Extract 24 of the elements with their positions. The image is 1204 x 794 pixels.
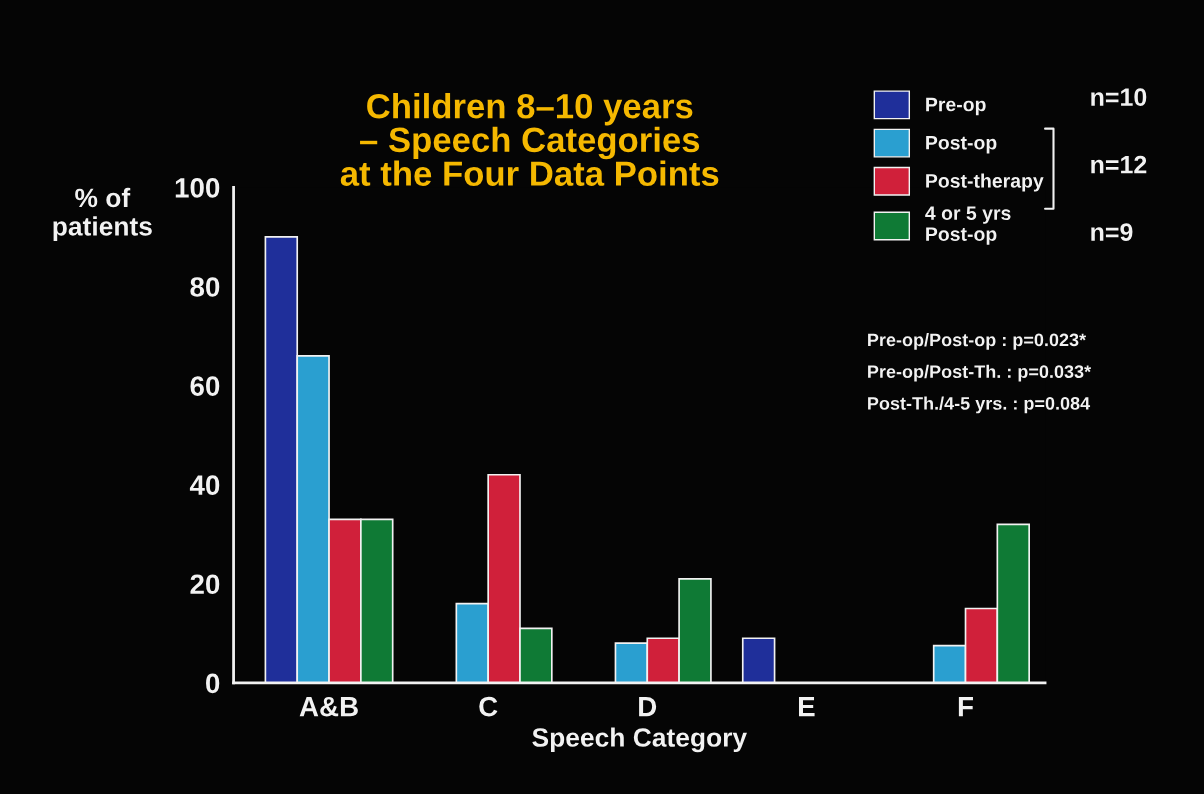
x-tick-label: D [639, 697, 657, 717]
annotation: Pre-op/Post-op : p=0.023* [868, 333, 1087, 350]
legend-label: Post-op [926, 135, 997, 154]
legend-label: Post-therapy [926, 173, 1044, 192]
x-tick-label: C [479, 696, 498, 717]
x-tick-label: A&B [299, 696, 358, 717]
y-axis-title: % of patients [53, 187, 152, 241]
text: n=12 [1091, 155, 1147, 174]
x-tick-label: E [798, 697, 815, 717]
chart-title: Children 8–10 years – Speech Categories at the Four Data Points [340, 93, 719, 186]
x-axis-title: Speech Category [532, 727, 747, 753]
y-tick-label: 80 [190, 277, 220, 297]
text: n=10 [1091, 88, 1147, 106]
y-tick-label: 100 [175, 178, 220, 198]
annotation: Pre-op/Post-Th. : p=0.033* [868, 364, 1092, 382]
y-tick-label: 0 [206, 673, 220, 694]
y-tick-label: 20 [190, 574, 220, 595]
legend-label: 4 or 5 yrs Post-op [925, 206, 1011, 245]
text: n=9 [1091, 223, 1133, 241]
y-tick-label: 60 [190, 376, 220, 396]
x-tick-label: F [958, 697, 973, 717]
legend-label: Pre-op [926, 97, 986, 116]
annotation: Post-Th./4-5 yrs. : p=0.084 [868, 396, 1091, 414]
y-tick-label: 40 [189, 475, 220, 495]
